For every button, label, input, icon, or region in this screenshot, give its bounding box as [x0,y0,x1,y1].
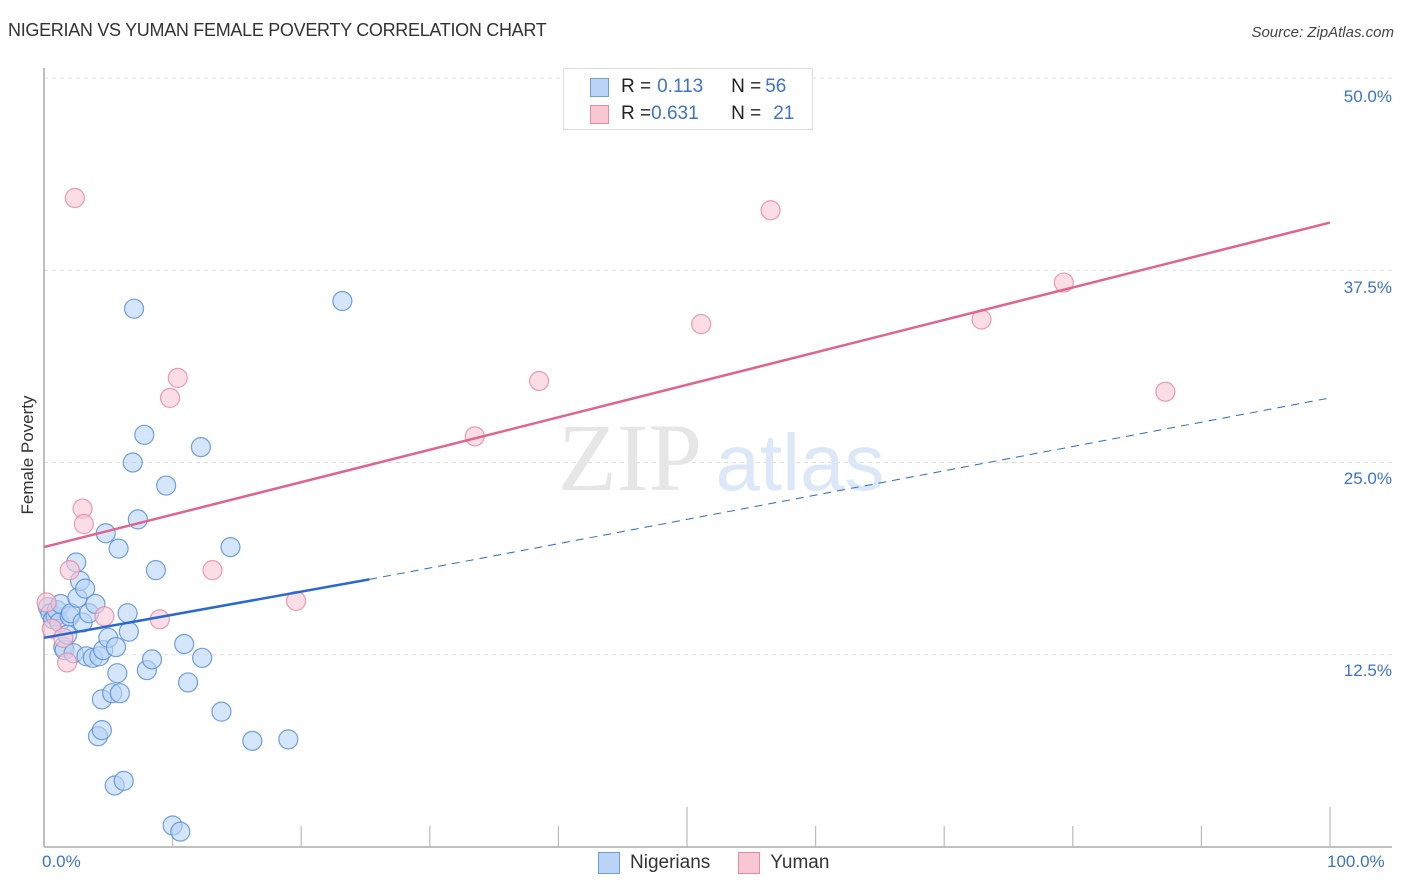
data-point[interactable] [117,603,138,624]
data-point[interactable] [242,730,263,751]
data-point[interactable] [57,652,78,673]
data-point[interactable] [113,770,134,791]
blue-swatch-icon [598,852,620,874]
source-label: Source: ZipAtlas.com [1251,24,1394,41]
legend-n-label: N = [731,103,762,124]
x-tick-0: 0.0% [42,852,81,871]
data-point[interactable] [192,647,213,668]
data-point[interactable] [122,452,143,473]
watermark-zip: ZIP [558,404,702,511]
y-tick-37-5: 37.5% [1343,278,1392,297]
watermark-atlas: atlas [716,418,885,507]
legend-r-label: R = [621,76,652,97]
data-point[interactable] [73,513,94,535]
chart-title: NIGERIAN VS YUMAN FEMALE POVERTY CORRELA… [8,20,547,40]
legend-r-label: R = [621,103,652,124]
data-point[interactable] [108,538,129,559]
x-tick-100: 100.0% [1327,852,1385,871]
legend-label: Nigerians [630,852,711,873]
data-point[interactable] [59,560,80,581]
data-point[interactable] [220,536,241,558]
data-point[interactable] [177,672,199,693]
data-point[interactable] [156,475,177,496]
legend-row-yuman: R = 0.631 N = 21 [590,103,794,125]
y-tick-12-5: 12.5% [1343,661,1392,680]
nigerians-points [37,290,353,842]
yuman-trend-line [43,221,1331,549]
legend-n-label: N = [731,76,762,97]
data-point[interactable] [75,578,96,599]
legend-label: Yuman [770,852,830,873]
data-point[interactable] [174,633,195,655]
gridlines [44,77,1392,656]
nigerians-trend-extension [369,397,1331,580]
data-point[interactable] [691,313,712,335]
legend-row-nigerians: R = 0.113 N = 56 [590,76,786,98]
data-point[interactable] [141,649,163,670]
y-axis-label: Female Poverty [18,395,37,515]
legend-item-yuman[interactable]: Yuman [738,852,829,874]
data-point[interactable] [109,683,130,704]
data-point[interactable] [170,821,191,842]
data-point[interactable] [278,729,299,750]
pink-swatch-icon [590,104,609,124]
data-point[interactable] [36,592,57,613]
pink-swatch-icon [738,852,761,874]
data-point[interactable] [134,424,155,445]
y-tick-25: 25.0% [1343,469,1392,488]
blue-swatch-icon [590,77,609,97]
data-point[interactable] [107,663,128,684]
data-point[interactable] [332,290,353,312]
data-point[interactable] [1155,381,1176,402]
data-point[interactable] [190,437,211,458]
data-point[interactable] [64,187,85,209]
data-point[interactable] [91,720,112,741]
legend-r-value: 0.631 [651,103,699,124]
data-point[interactable] [202,560,223,581]
data-point[interactable] [529,370,550,392]
data-point[interactable] [123,298,145,319]
data-point[interactable] [105,636,127,658]
axes [43,68,1392,848]
data-point[interactable] [159,387,181,409]
y-tick-50: 50.0% [1343,87,1392,106]
nigerians-trend-line [43,578,370,640]
data-point[interactable] [145,560,166,581]
legend-item-nigerians[interactable]: Nigerians [598,852,710,874]
data-point[interactable] [94,606,115,627]
data-point[interactable] [760,200,781,221]
legend-r-value: 0.113 [657,76,704,97]
correlation-legend: R = 0.113 N = 56 R = 0.631 N = 21 [563,68,813,130]
legend-n-value: 21 [773,103,795,124]
trend-lines [43,221,1331,640]
data-point[interactable] [167,367,188,389]
data-point[interactable] [211,701,232,722]
series-legend: Nigerians Yuman [598,852,857,874]
zipatlas-watermark: ZIP atlas [558,404,884,511]
legend-n-value: 56 [765,76,787,97]
data-point[interactable] [53,627,74,648]
